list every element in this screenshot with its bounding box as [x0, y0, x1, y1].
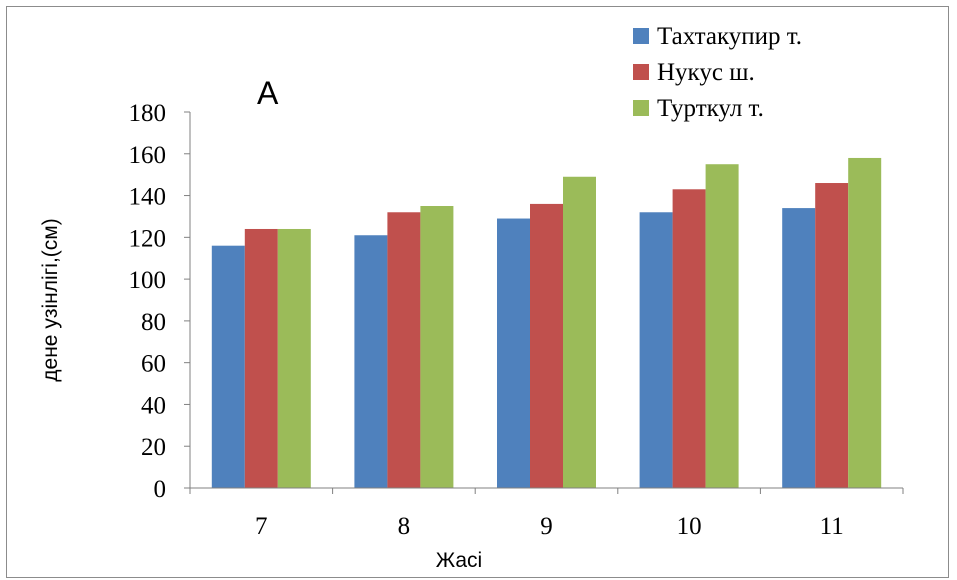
bar: [639, 212, 673, 488]
bars: [211, 157, 882, 489]
x-tick-label: 9: [540, 513, 553, 540]
bar: [354, 235, 388, 488]
x-tick-label: 7: [255, 513, 268, 540]
bar: [530, 203, 563, 488]
y-axis-title: дене узінлігі,(см): [39, 218, 62, 381]
y-tick-label: 0: [154, 476, 167, 503]
y-tick-label: 80: [141, 309, 166, 336]
panel-label: A: [257, 75, 279, 111]
axes: [189, 112, 903, 489]
bar: [497, 218, 530, 489]
bar: [420, 206, 454, 488]
bar: [563, 176, 596, 488]
x-tick-label: 10: [677, 513, 702, 540]
y-tick-label: 120: [129, 225, 167, 252]
legend-swatch: [633, 100, 649, 116]
legend: Тахтакупир т. Нукус ш. Турткул т.: [633, 23, 802, 122]
y-tick-label: 160: [129, 142, 167, 169]
x-axis-title: Жасі: [436, 549, 482, 572]
y-tick-label: 40: [141, 392, 166, 419]
bar: [244, 228, 278, 488]
y-tick-label: 100: [129, 267, 167, 294]
bar: [848, 157, 882, 488]
y-tick-label: 180: [129, 100, 167, 127]
x-tick-label: 11: [820, 513, 844, 540]
bar: [815, 183, 849, 488]
bar: [705, 164, 739, 488]
bar: [672, 189, 706, 489]
legend-label: Тахтакупир т.: [657, 23, 802, 50]
y-tick-label: 60: [141, 351, 166, 378]
y-tick-label: 140: [129, 184, 167, 211]
legend-label: Нукус ш.: [657, 59, 755, 86]
y-tick-label: 20: [141, 434, 166, 461]
legend-swatch: [633, 64, 649, 80]
bar: [277, 228, 311, 488]
legend-swatch: [633, 28, 649, 44]
x-tick-label: 8: [398, 513, 411, 540]
bar: [211, 245, 245, 488]
bar: [782, 208, 816, 489]
x-ticks: 7 8 9 10 11: [189, 488, 904, 540]
y-ticks: 0 20 40 60 80 100 120 140 160 180: [129, 100, 190, 503]
legend-label: Турткул т.: [657, 95, 764, 122]
bar: [387, 212, 421, 488]
